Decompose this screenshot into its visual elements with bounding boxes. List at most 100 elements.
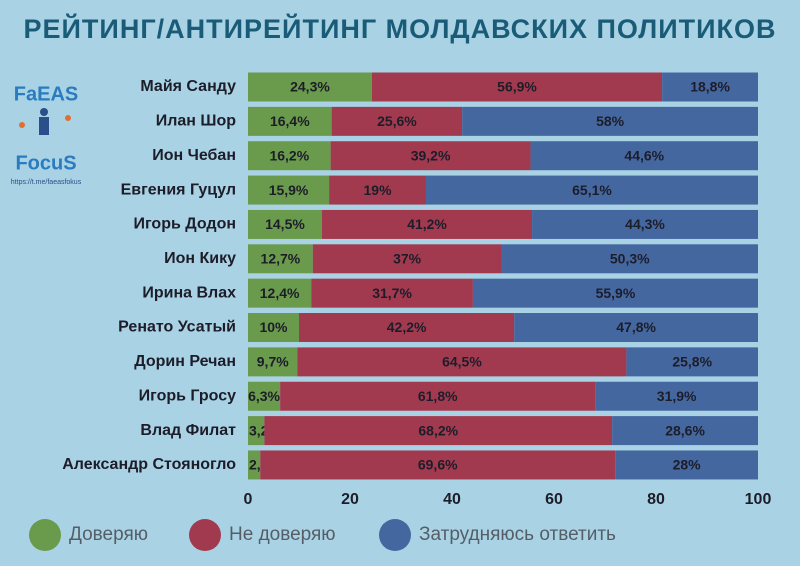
logo: FaEAS FocuS https://t.me/faeasfokus bbox=[11, 83, 82, 186]
bar-segment bbox=[532, 209, 758, 239]
bar-segment bbox=[260, 450, 616, 480]
data-label: 16,2% bbox=[269, 147, 309, 163]
data-label: 31,9% bbox=[657, 388, 697, 404]
data-label: 58% bbox=[596, 113, 625, 129]
bar-segment bbox=[472, 278, 758, 308]
bar-segment bbox=[280, 381, 596, 411]
data-label: 15,9% bbox=[269, 182, 309, 198]
logo-url: https://t.me/faeasfokus bbox=[11, 179, 82, 186]
data-label: 64,5% bbox=[442, 354, 482, 370]
data-label: 25,6% bbox=[377, 113, 417, 129]
bar-segment bbox=[264, 416, 613, 446]
logo-dot bbox=[19, 122, 25, 128]
bar-segment bbox=[248, 416, 265, 446]
legend-marker bbox=[29, 519, 61, 551]
logo-dot bbox=[65, 115, 71, 121]
y-tick-label: Илан Шор bbox=[156, 113, 237, 130]
bar-segment bbox=[248, 72, 372, 102]
y-tick-label: Ирина Влах bbox=[142, 284, 236, 301]
data-label: 18,8% bbox=[690, 79, 730, 95]
data-label: 19% bbox=[364, 182, 393, 198]
data-label: 68,2% bbox=[418, 422, 458, 438]
data-label: 16,4% bbox=[270, 113, 310, 129]
bar-segment bbox=[329, 175, 426, 205]
bar-segment bbox=[462, 106, 758, 136]
data-label: 42,2% bbox=[387, 319, 427, 335]
legend-label: Не доверяю bbox=[229, 524, 336, 545]
bar-segment bbox=[331, 106, 463, 136]
data-label: 61,8% bbox=[418, 388, 458, 404]
bar-segment bbox=[311, 278, 473, 308]
data-label: 10% bbox=[259, 319, 288, 335]
y-tick-label: Ион Кику bbox=[164, 250, 236, 267]
data-label: 31,7% bbox=[372, 285, 412, 301]
data-label: 69,6% bbox=[418, 457, 458, 473]
bar-segment bbox=[626, 347, 758, 377]
data-label: 55,9% bbox=[596, 285, 636, 301]
x-tick-label: 60 bbox=[545, 491, 563, 508]
data-label: 65,1% bbox=[572, 182, 612, 198]
data-label: 25,8% bbox=[672, 354, 712, 370]
y-tick-label: Ион Чебан bbox=[152, 147, 236, 164]
x-tick-label: 80 bbox=[647, 491, 665, 508]
data-label: 44,3% bbox=[625, 216, 665, 232]
y-tick-label: Евгения Гуцул bbox=[121, 181, 236, 198]
data-label: 50,3% bbox=[610, 251, 650, 267]
y-tick-label: Игорь Гросу bbox=[139, 387, 236, 404]
data-label: 44,6% bbox=[624, 147, 664, 163]
bar-segment bbox=[248, 450, 261, 480]
y-tick-label: Игорь Додон bbox=[133, 216, 236, 233]
y-tick-label: Майя Санду bbox=[140, 78, 236, 95]
bar-segment bbox=[615, 450, 758, 480]
legend-label: Затрудняюсь ответить bbox=[419, 524, 616, 545]
bar-segment bbox=[371, 72, 663, 102]
y-tick-label: Александр Стояногло bbox=[62, 456, 236, 473]
chart-title: РЕЙТИНГ/АНТИРЕЙТИНГ МОЛДАВСКИХ ПОЛИТИКОВ bbox=[24, 13, 777, 44]
logo-figure bbox=[39, 117, 49, 135]
bar-segment bbox=[662, 72, 758, 102]
x-tick-label: 0 bbox=[244, 491, 253, 508]
data-label: 28% bbox=[673, 457, 702, 473]
legend-marker bbox=[189, 519, 221, 551]
bar-segment bbox=[248, 141, 331, 171]
data-label: 24,3% bbox=[290, 79, 330, 95]
bar-segment bbox=[248, 278, 312, 308]
bar-segment bbox=[248, 106, 332, 136]
legend-label: Доверяю bbox=[69, 524, 148, 545]
bar-segment bbox=[330, 141, 531, 171]
data-label: 41,2% bbox=[407, 216, 447, 232]
bar-segment bbox=[321, 209, 533, 239]
bar-segment bbox=[501, 244, 758, 274]
y-tick-label: Ренато Усатый bbox=[118, 319, 236, 336]
data-label: 14,5% bbox=[265, 216, 305, 232]
data-label: 28,6% bbox=[665, 422, 705, 438]
bar-segment bbox=[425, 175, 758, 205]
y-tick-label: Дорин Речан bbox=[134, 353, 236, 370]
data-label: 56,9% bbox=[497, 79, 537, 95]
bar-segment bbox=[248, 347, 298, 377]
data-label: 12,7% bbox=[261, 251, 301, 267]
data-label: 12,4% bbox=[260, 285, 300, 301]
bar-segment bbox=[248, 313, 299, 343]
x-tick-label: 40 bbox=[443, 491, 461, 508]
data-label: 9,7% bbox=[257, 354, 289, 370]
logo-top: FaEAS bbox=[14, 83, 78, 105]
data-label: 47,8% bbox=[616, 319, 656, 335]
bar-segment bbox=[297, 347, 627, 377]
x-tick-label: 100 bbox=[745, 491, 772, 508]
data-label: 6,3% bbox=[248, 388, 280, 404]
bar-segment bbox=[312, 244, 502, 274]
data-label: 37% bbox=[393, 251, 422, 267]
bar-segment bbox=[530, 141, 758, 171]
bar-segment bbox=[299, 313, 515, 343]
y-tick-label: Влад Филат bbox=[140, 422, 236, 439]
bar-segment bbox=[595, 381, 758, 411]
legend-marker bbox=[379, 519, 411, 551]
bar-segment bbox=[248, 175, 330, 205]
logo-figure bbox=[40, 108, 48, 116]
bar-segment bbox=[248, 209, 322, 239]
bar-segment bbox=[248, 244, 313, 274]
data-label: 39,2% bbox=[411, 147, 451, 163]
logo-bottom: FocuS bbox=[15, 152, 76, 174]
